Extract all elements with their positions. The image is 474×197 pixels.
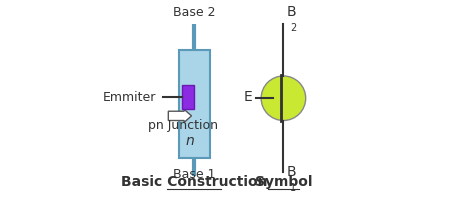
Bar bbox=[179, 50, 210, 158]
Text: B: B bbox=[286, 165, 296, 179]
FancyArrow shape bbox=[168, 109, 191, 122]
Text: n: n bbox=[186, 134, 195, 148]
Text: Base 1: Base 1 bbox=[173, 168, 216, 181]
Text: B: B bbox=[286, 5, 296, 19]
Text: 1: 1 bbox=[290, 183, 296, 193]
Text: Emmiter: Emmiter bbox=[103, 91, 156, 104]
Text: Symbol: Symbol bbox=[255, 175, 312, 189]
Bar bbox=[182, 85, 194, 109]
Text: 2: 2 bbox=[290, 23, 297, 33]
Text: pn Junction: pn Junction bbox=[148, 119, 218, 132]
Text: Basic Construction: Basic Construction bbox=[121, 175, 267, 189]
Text: E: E bbox=[244, 90, 253, 104]
Circle shape bbox=[261, 76, 306, 121]
Text: Base 2: Base 2 bbox=[173, 6, 216, 19]
Text: P: P bbox=[182, 92, 191, 102]
